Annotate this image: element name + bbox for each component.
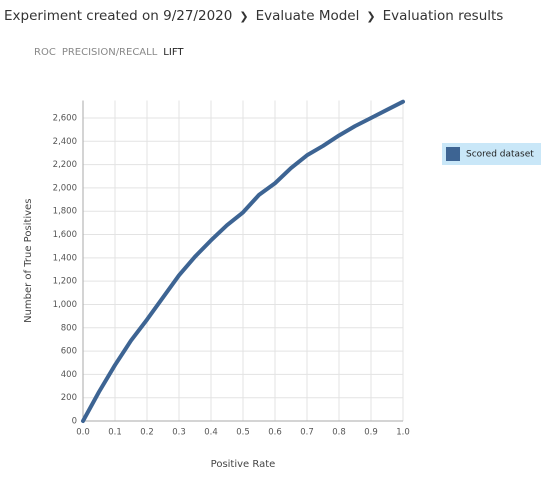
x-tick-label: 0.5: [236, 428, 250, 438]
x-tick-label: 0.6: [268, 428, 282, 438]
breadcrumb: Experiment created on 9/27/2020 ❯ Evaluate…: [4, 8, 504, 24]
y-tick-label: 1,800: [53, 207, 77, 217]
x-tick-label: 0.2: [140, 428, 154, 438]
tab[interactable]: ROC: [34, 47, 56, 58]
y-tick-label: 2,200: [53, 160, 77, 170]
crumb: Evaluation results: [382, 8, 504, 24]
x-tick-label: 0.4: [204, 428, 218, 438]
crumb[interactable]: Experiment created on 9/27/2020: [4, 8, 233, 24]
y-tick-label: 2,400: [53, 137, 77, 147]
y-tick-label: 0: [72, 417, 77, 427]
y-tick-label: 1,000: [53, 300, 77, 310]
x-tick-label: 1.0: [396, 428, 410, 438]
y-tick-label: 600: [61, 347, 77, 357]
x-tick-label: 0.9: [364, 428, 378, 438]
tab[interactable]: LIFT: [163, 47, 184, 58]
tab[interactable]: PRECISION/RECALL: [61, 47, 158, 58]
y-tick-label: 2,000: [53, 183, 77, 193]
y-tick-label: 400: [61, 370, 77, 380]
x-tick-label: 0.3: [172, 428, 186, 438]
x-tick-label: 0.0: [76, 428, 90, 438]
x-axis-label: Positive Rate: [211, 459, 276, 470]
y-tick-label: 800: [61, 323, 77, 333]
legend-box: [442, 143, 541, 165]
legend-label: Scored dataset: [466, 150, 534, 160]
y-tick-label: 2,600: [53, 113, 77, 123]
legend-swatch: [446, 147, 460, 161]
y-tick-label: 1,200: [53, 277, 77, 287]
y-tick-label: 1,400: [53, 253, 77, 263]
line: [81, 99, 405, 423]
y-tick-label: 1,600: [53, 230, 77, 240]
y-axis-label: Number of True Positives: [23, 199, 34, 323]
x-tick-label: 0.8: [332, 428, 346, 438]
x-tick-label: 0.7: [300, 428, 314, 438]
crumb[interactable]: Evaluate Model: [255, 8, 360, 24]
x-tick-label: 0.1: [108, 428, 122, 438]
tabs: ROC PRECISION/RECALL LIFT: [34, 47, 190, 58]
y-tick-label: 200: [61, 393, 77, 403]
